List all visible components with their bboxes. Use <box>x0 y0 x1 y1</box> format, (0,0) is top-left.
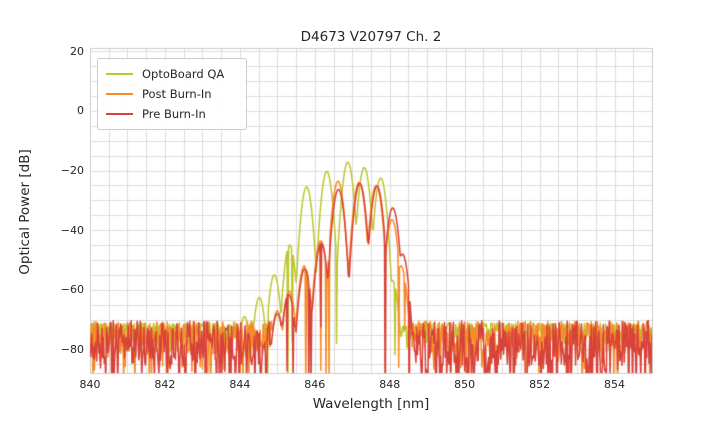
legend-label: Pre Burn-In <box>142 107 206 121</box>
y-tick-label: −40 <box>60 223 84 237</box>
x-tick-label: 848 <box>379 378 401 391</box>
x-tick-label: 850 <box>454 378 476 391</box>
x-tick-label: 840 <box>79 378 101 391</box>
legend-label: OptoBoard QA <box>142 67 225 81</box>
chart-title: D4673 V20797 Ch. 2 <box>300 29 442 45</box>
x-tick-label: 852 <box>529 378 551 391</box>
legend-label: Post Burn-In <box>142 87 212 101</box>
legend-item-optoboard-qa: OptoBoard QA <box>106 64 237 84</box>
x-tick-label: 842 <box>154 378 176 391</box>
y-tick-label: −80 <box>60 342 84 356</box>
y-tick-label: 0 <box>77 104 84 118</box>
legend-item-pre-burn-in: Pre Burn-In <box>106 104 237 124</box>
legend-line-swatch <box>106 113 133 115</box>
legend: OptoBoard QA Post Burn-In Pre Burn-In <box>97 58 247 130</box>
legend-item-post-burn-in: Post Burn-In <box>106 84 237 104</box>
x-tick-label: 854 <box>604 378 626 391</box>
y-tick-label: −60 <box>60 283 84 297</box>
legend-line-swatch <box>106 93 133 95</box>
x-tick-label: 844 <box>229 378 251 391</box>
y-tick-label: −20 <box>60 164 84 178</box>
legend-line-swatch <box>106 73 133 75</box>
y-tick-label: 20 <box>70 44 84 58</box>
y-axis-label: Optical Power [dB] <box>17 149 33 275</box>
x-axis-label: Wavelength [nm] <box>312 396 430 412</box>
x-tick-label: 846 <box>304 378 326 391</box>
